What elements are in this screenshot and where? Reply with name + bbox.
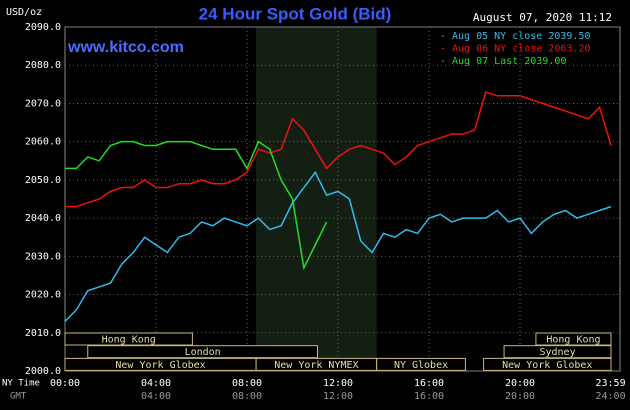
highlight-band xyxy=(256,27,377,371)
session-label: Sydney xyxy=(539,347,575,358)
session-label: London xyxy=(185,347,221,358)
session-box xyxy=(64,332,193,346)
legend-marker: - xyxy=(440,44,446,55)
legend-label: Aug 07 Last 2039.00 xyxy=(452,56,566,67)
y-tick-label: 2010.0 xyxy=(25,328,61,339)
x-tick-label: 16:00 xyxy=(414,378,444,389)
y-tick-label: 2020.0 xyxy=(25,290,61,301)
session-label: Hong Kong xyxy=(546,335,600,346)
y-tick-label: 2040.0 xyxy=(25,213,61,224)
x2-tick-label: 24:00 xyxy=(595,391,625,402)
timestamp: August 07, 2020 11:12 xyxy=(473,11,612,24)
plot-frame xyxy=(64,26,621,372)
session-label: New York Globex xyxy=(502,360,592,371)
legend-label: Aug 05 NY close 2039.50 xyxy=(452,31,590,42)
session-label: Hong Kong xyxy=(102,335,156,346)
x-tick-label: 00:00 xyxy=(50,378,80,389)
session-box xyxy=(535,332,612,346)
y-tick-label: 2070.0 xyxy=(25,98,61,109)
session-box xyxy=(87,345,319,359)
y-tick-label: 2090.0 xyxy=(25,22,61,33)
session-label: NY Globex xyxy=(394,360,448,371)
x2-tick-label: 20:00 xyxy=(505,391,535,402)
y-tick-label: 2080.0 xyxy=(25,60,61,71)
chart-title: 24 Hour Spot Gold (Bid) xyxy=(199,4,392,23)
legend-marker: - xyxy=(440,56,446,67)
watermark: www.kitco.com xyxy=(67,39,184,56)
session-box xyxy=(503,345,612,359)
legend-marker: - xyxy=(440,31,446,42)
x-tick-label: 23:59 xyxy=(595,378,625,389)
x2-tick-label: 12:00 xyxy=(323,391,353,402)
x-tick-label: 08:00 xyxy=(232,378,262,389)
y-tick-label: 2030.0 xyxy=(25,251,61,262)
y-tick-label: 2060.0 xyxy=(25,137,61,148)
legend-label: Aug 06 NY close 2063.20 xyxy=(452,44,590,55)
series-line xyxy=(64,170,612,322)
unit-label: USD/oz xyxy=(6,7,42,18)
y-tick-label: 2050.0 xyxy=(25,175,61,186)
x2-tick-label: 08:00 xyxy=(232,391,262,402)
x-row-label: NY Time xyxy=(2,379,40,389)
x-row-label: GMT xyxy=(10,392,27,402)
x-tick-label: 20:00 xyxy=(505,378,535,389)
session-label: New York NYMEX xyxy=(274,360,358,371)
x2-tick-label: 04:00 xyxy=(141,391,171,402)
x-tick-label: 12:00 xyxy=(323,378,353,389)
session-box xyxy=(376,357,466,371)
session-label: New York Globex xyxy=(115,360,205,371)
y-tick-label: 2000.0 xyxy=(25,366,61,377)
session-box xyxy=(483,357,612,371)
x-tick-label: 04:00 xyxy=(141,378,171,389)
series-line xyxy=(65,91,612,208)
x2-tick-label: 16:00 xyxy=(414,391,444,402)
series-line xyxy=(65,140,328,271)
